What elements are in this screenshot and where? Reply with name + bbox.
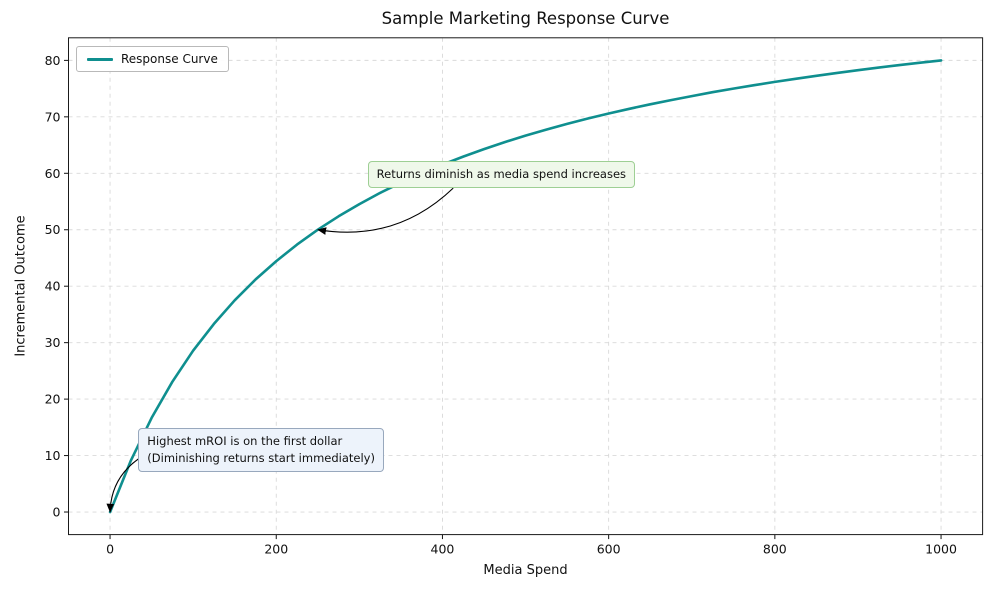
y-tick-label: 50 [45,222,61,237]
annotation-arrow [317,187,454,235]
x-axis-label: Media Spend [483,563,568,578]
y-axis-label: Incremental Outcome [13,215,29,357]
y-tick-label: 60 [45,166,61,181]
annotation-first-dollar: Highest mROI is on the first dollar (Dim… [138,427,384,473]
x-tick-label: 600 [597,542,621,557]
x-tick-label: 800 [763,542,787,557]
y-tick-label: 40 [45,279,61,294]
x-tick-label: 400 [431,542,455,557]
response-curve-path [108,59,943,514]
y-tick-label: 80 [45,53,61,68]
y-tick-label: 0 [53,505,61,520]
axes-spines [68,37,984,536]
y-tick-label: 20 [45,392,61,407]
legend: Response Curve [76,46,229,72]
y-tick-label: 30 [45,335,61,350]
legend-label: Response Curve [121,52,218,66]
annotation-arrow [106,458,139,513]
annotation-diminishing-returns: Returns diminish as media spend increase… [367,160,636,189]
x-tick-label: 1000 [925,542,957,557]
y-tick-label: 10 [45,448,61,463]
x-tick-label: 0 [106,542,114,557]
legend-line-icon [87,57,113,61]
y-tick-label: 70 [45,109,61,124]
chart-title: Sample Marketing Response Curve [381,9,670,28]
x-tick-label: 200 [264,542,288,557]
